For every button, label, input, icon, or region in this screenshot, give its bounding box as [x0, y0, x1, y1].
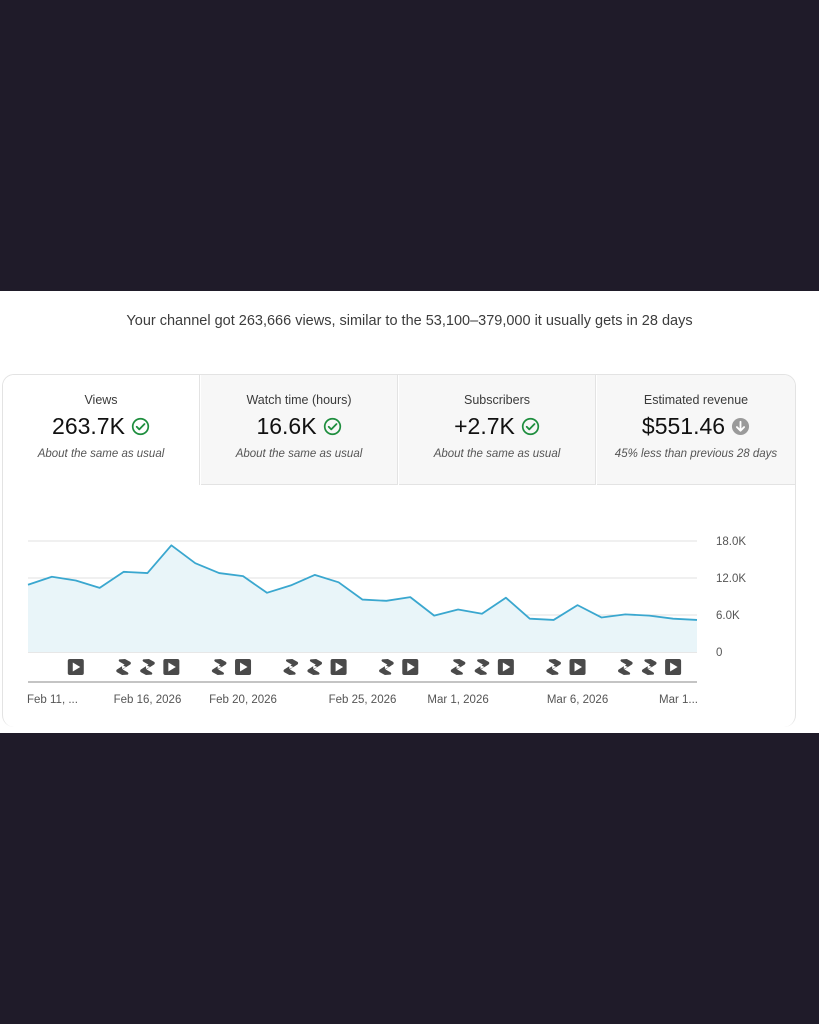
play-icon — [168, 662, 176, 672]
check-circle-icon — [131, 417, 150, 436]
card-note: About the same as usual — [235, 448, 363, 460]
x-tick-label: Feb 16, 2026 — [114, 694, 182, 706]
card-value: +2.7K — [454, 413, 515, 439]
shorts-upload-icon — [546, 659, 561, 675]
card-note: 45% less than previous 28 days — [614, 448, 778, 460]
y-tick-label: 6.0K — [716, 610, 740, 622]
play-icon — [313, 665, 318, 669]
channel-summary: Your channel got 263,666 views, similar … — [126, 313, 693, 329]
data-point — [600, 616, 602, 618]
data-point — [624, 613, 626, 615]
y-tick-label: 18.0K — [716, 536, 746, 548]
y-tick-label: 12.0K — [716, 573, 746, 585]
shorts-upload-icon — [307, 659, 323, 675]
shorts-upload-icon — [450, 659, 466, 675]
play-icon — [145, 665, 150, 669]
arrow-down-circle-icon — [731, 417, 750, 436]
play-icon — [384, 665, 389, 669]
shorts-upload-icon — [116, 659, 131, 675]
data-point — [362, 599, 364, 601]
card-revenue[interactable]: Estimated revenue $551.46 45% less than … — [597, 375, 795, 485]
x-tick-label: Feb 11, ... — [27, 694, 78, 706]
play-icon — [647, 665, 652, 669]
data-point — [290, 584, 292, 586]
data-point — [648, 615, 650, 617]
play-icon — [407, 662, 415, 672]
data-point — [457, 608, 459, 610]
data-point — [99, 587, 101, 589]
play-icon — [480, 665, 485, 669]
play-icon — [122, 665, 127, 669]
views-chart: 18.0K 12.0K 6.0K 0 Feb 11, ... Feb 16, 2026 Fe… — [27, 536, 746, 706]
card-label: Watch time (hours) — [246, 393, 352, 407]
shorts-upload-icon — [283, 659, 299, 675]
play-icon — [574, 662, 583, 672]
shorts-upload-icon — [211, 659, 227, 675]
card-label: Estimated revenue — [643, 393, 749, 407]
data-point — [696, 619, 698, 621]
card-note: About the same as usual — [433, 448, 561, 460]
shorts-upload-icon — [617, 659, 633, 675]
metric-cards: Views 263.7K About the same as usual Wat… — [2, 374, 796, 727]
card-value: 16.6K — [256, 413, 317, 439]
data-point — [338, 581, 340, 583]
data-point — [75, 579, 77, 581]
card-note: About the same as usual — [37, 448, 165, 460]
card-value: $551.46 — [641, 413, 726, 439]
play-icon — [72, 662, 81, 672]
card-subscribers[interactable]: Subscribers +2.7K About the same as usua… — [399, 375, 596, 485]
data-point — [553, 619, 555, 621]
data-point — [314, 574, 316, 576]
card-value: 263.7K — [52, 413, 125, 439]
data-point — [51, 576, 53, 578]
data-point — [672, 618, 674, 620]
data-point — [194, 562, 196, 564]
data-point — [385, 600, 387, 602]
play-icon — [456, 665, 461, 669]
card-label: Subscribers — [464, 393, 530, 407]
data-point — [170, 544, 172, 546]
data-point — [481, 613, 483, 615]
x-tick-label: Mar 1... — [659, 694, 698, 706]
data-point — [505, 597, 507, 599]
data-point — [242, 575, 244, 577]
shorts-upload-icon — [379, 659, 394, 675]
play-icon — [670, 662, 678, 672]
play-icon — [623, 665, 628, 669]
series-area-views — [28, 545, 697, 652]
y-tick-label: 0 — [716, 647, 722, 659]
data-point — [123, 571, 125, 573]
x-tick-label: Mar 6, 2026 — [547, 694, 608, 706]
card-watch-time[interactable]: Watch time (hours) 16.6K About the same … — [201, 375, 398, 485]
play-icon — [217, 665, 222, 669]
series-line-views — [27, 544, 698, 621]
x-tick-label: Feb 20, 2026 — [209, 694, 277, 706]
play-icon — [240, 662, 248, 672]
data-point — [433, 615, 435, 617]
data-point — [27, 584, 29, 586]
check-circle-icon — [323, 417, 342, 436]
card-label: Views — [84, 393, 118, 407]
data-point — [146, 572, 148, 574]
card-views[interactable]: Views 263.7K About the same as usual — [3, 375, 200, 485]
shorts-upload-icon — [140, 659, 155, 675]
analytics-panel: Your channel got 263,666 views, similar … — [0, 291, 819, 733]
data-point — [409, 596, 411, 598]
shorts-upload-icon — [641, 659, 657, 675]
check-circle-icon — [521, 417, 540, 436]
data-point — [218, 572, 220, 574]
x-tick-label: Feb 25, 2026 — [329, 694, 397, 706]
data-point — [577, 604, 579, 606]
play-icon — [552, 665, 557, 669]
play-icon — [335, 662, 344, 672]
x-tick-label: Mar 1, 2026 — [427, 694, 488, 706]
play-icon — [502, 662, 511, 672]
play-icon — [289, 665, 294, 669]
shorts-upload-icon — [474, 659, 490, 675]
data-point — [266, 592, 268, 594]
data-point — [529, 618, 531, 620]
